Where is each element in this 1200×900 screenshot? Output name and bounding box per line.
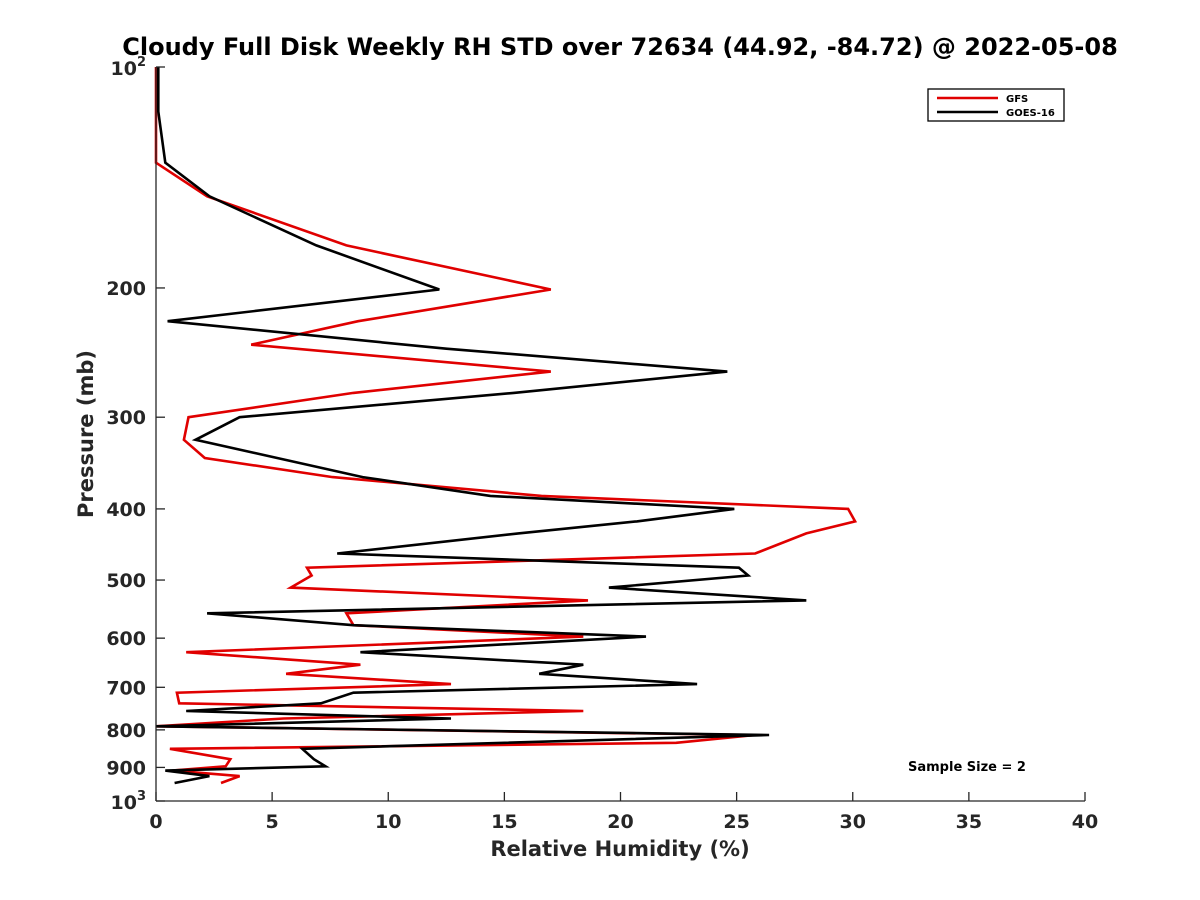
x-tick-label: 40 [1072,811,1098,833]
y-tick-label: 200 [106,278,146,300]
series-lines [154,67,858,785]
legend-label: GOES-16 [1006,108,1055,119]
series-line-goes-16 [155,67,807,785]
x-axis-ticks: 0 5 10 15 20 25 30 35 40 [149,792,1098,833]
x-tick-label: 35 [956,811,982,833]
y-tick-label: 600 [106,628,146,650]
y-axis-label: Pressure (mb) [74,350,98,518]
y-axis-ticks: 102 200 300 400 500 600 700 800 900 103 [106,55,165,814]
y-tick-label: 700 [106,677,146,699]
y-tick-label: 800 [106,720,146,742]
y-tick-label: 400 [106,499,146,521]
x-tick-label: 25 [723,811,749,833]
chart-title: Cloudy Full Disk Weekly RH STD over 7263… [122,33,1118,61]
legend-box [927,88,1065,122]
y-tick-label: 300 [106,407,146,429]
y-tick-label: 900 [106,757,146,779]
x-tick-label: 30 [840,811,866,833]
y-tick-label: 500 [106,570,146,592]
x-tick-label: 15 [491,811,517,833]
y-tick-label: 102 [111,55,147,80]
x-axis-label: Relative Humidity (%) [490,837,749,861]
x-tick-label: 5 [266,811,279,833]
legend-label: GFS [1006,94,1028,105]
x-tick-label: 0 [149,811,162,833]
y-tick-label: 103 [111,789,147,814]
x-tick-label: 20 [607,811,633,833]
legend: GFS GOES-16 [927,88,1065,122]
plot-area [156,67,1085,801]
x-tick-label: 10 [375,811,401,833]
sample-size-annotation: Sample Size = 2 [908,760,1026,775]
